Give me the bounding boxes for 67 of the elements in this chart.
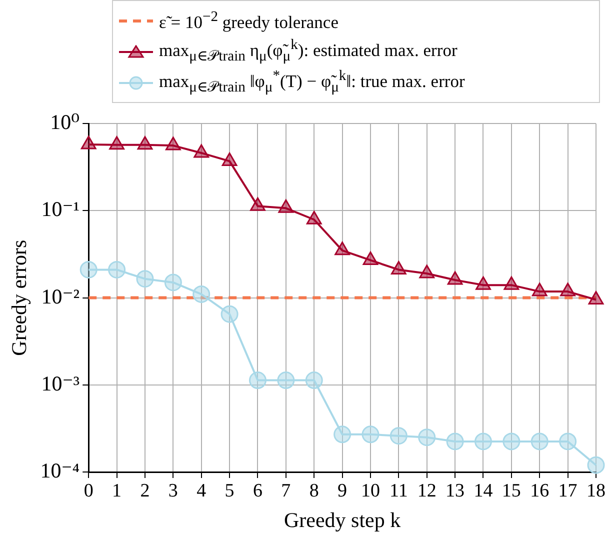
- text: max$_{μ∈𝒫train}$ ‖φ$_{μ}$$^{*}$(T) − φ̃$_{μ}$$^{k}$‖: true max. error: [159, 68, 465, 96]
- point: [250, 197, 266, 211]
- x-tick-label: 11: [390, 480, 408, 502]
- x-tick-label: 16: [530, 480, 550, 502]
- legend-label: ε̃ = 10$^{−2}$ greedy tolerance: [159, 8, 338, 32]
- point: [446, 432, 464, 450]
- point: [192, 285, 210, 303]
- x-tick-label: 4: [196, 480, 207, 502]
- x-tick-label: 18: [586, 480, 606, 502]
- x-tick-label: 12: [417, 480, 436, 502]
- point: [391, 260, 406, 274]
- y-tick-label: 10⁻¹: [41, 197, 80, 222]
- point: [278, 199, 294, 213]
- x-tick-label: 1: [112, 480, 122, 502]
- point: [474, 432, 492, 450]
- point: [164, 274, 182, 292]
- point: [108, 260, 126, 278]
- y-axis-title: Greedy errors: [7, 240, 32, 356]
- y-tick-label: 10⁻⁴: [40, 458, 80, 483]
- point: [80, 260, 98, 278]
- point: [80, 136, 96, 150]
- point: [587, 456, 605, 474]
- point: [560, 282, 576, 296]
- point: [502, 432, 520, 450]
- x-tick-label: 5: [224, 480, 234, 502]
- point: [220, 305, 238, 323]
- x-tick-label: 14: [474, 480, 494, 502]
- point: [530, 432, 548, 450]
- point: [334, 242, 350, 256]
- point: [419, 264, 435, 278]
- y-tick-label: 10⁻²: [41, 284, 80, 308]
- x-tick-label: 13: [446, 480, 465, 502]
- point: [136, 270, 154, 288]
- point: [109, 136, 124, 150]
- x-tick-label: 17: [558, 480, 578, 502]
- point: [588, 290, 604, 304]
- point: [390, 427, 408, 445]
- x-axis-title: Greedy step k: [284, 508, 402, 532]
- x-tick-label: 10: [360, 480, 380, 502]
- point: [277, 372, 295, 390]
- x-tick-label: 3: [168, 480, 178, 502]
- legend-label: max$_{μ∈𝒫train}$ η$_{μ}$(φ̃$_{μ}$$^{k}$): estimated max. error: [159, 37, 458, 66]
- point: [222, 152, 238, 166]
- point: [559, 432, 577, 450]
- point: [362, 426, 380, 444]
- point: [418, 428, 436, 446]
- x-tick-label: 15: [502, 480, 521, 502]
- point: [476, 276, 491, 290]
- x-tick-label: 0: [84, 480, 94, 502]
- x-tick-label: 6: [252, 480, 262, 502]
- point: [504, 276, 520, 290]
- y-tick-label: 10⁰: [50, 110, 80, 134]
- point: [194, 144, 210, 158]
- point: [165, 136, 181, 150]
- point: [248, 372, 266, 390]
- point: [137, 136, 153, 150]
- point: [334, 426, 352, 444]
- x-tick-label: 2: [140, 480, 150, 502]
- point: [362, 251, 378, 265]
- x-tick-label: 7: [281, 480, 291, 502]
- x-tick-label: 8: [309, 480, 319, 502]
- x-tick-label: 9: [338, 480, 348, 502]
- y-tick-label: 10⁻³: [41, 371, 80, 396]
- point: [447, 271, 463, 285]
- point: [532, 282, 548, 296]
- point: [306, 210, 322, 224]
- point: [305, 372, 323, 390]
